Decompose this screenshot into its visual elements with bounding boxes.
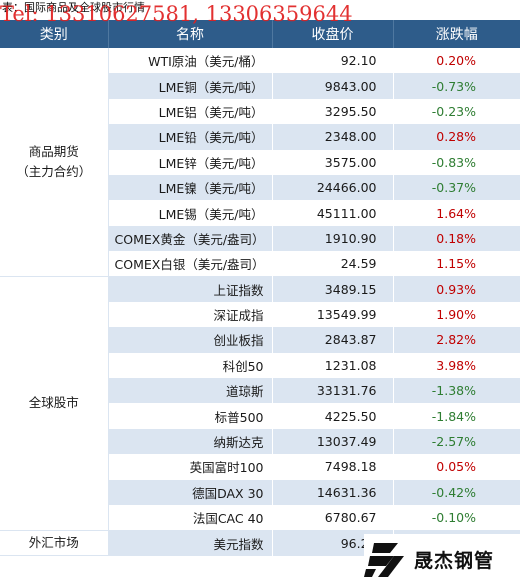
instrument-name: LME铜（美元/吨） [108,73,273,99]
close-price: 24466.00 [272,174,394,201]
table-row: LME铜（美元/吨） 9843.00 -0.73% [0,73,520,99]
table-row: 创业板指 2843.87 2.82% [0,327,520,353]
change-percent: -0.83% [393,149,520,175]
instrument-name: 纳斯达克 [108,428,273,455]
close-price: 33131.76 [272,378,394,404]
close-price: 7498.18 [272,454,394,480]
change-percent: -2.57% [393,428,520,455]
table-row: LME锡（美元/吨） 45111.00 1.64% [0,200,520,226]
table-row: 标普500 4225.50 -1.84% [0,403,520,429]
brand-logo: 晟杰钢管 [364,534,520,584]
table-row: 全球股市 上证指数 3489.15 0.93% [0,276,520,531]
close-price: 14631.36 [272,479,394,506]
group-label-line: （主力合约） [16,164,92,179]
close-price: 92.10 [272,48,394,74]
close-price: 3575.00 [272,149,394,175]
close-price: 9843.00 [272,73,394,99]
instrument-name: 上证指数 [108,276,273,302]
close-price: 1231.08 [272,352,394,379]
change-percent: -1.84% [393,403,520,429]
change-percent: 0.93% [393,276,520,302]
header-name: 名称 [108,20,273,48]
table-row: 德国DAX 30 14631.36 -0.42% [0,479,520,506]
group-label-line: 商品期货 [28,144,79,159]
table-row: 纳斯达克 13037.49 -2.57% [0,428,520,455]
instrument-name: 标普500 [108,403,273,429]
change-percent: 0.18% [393,225,520,252]
market-quotes-table: 类别 名称 收盘价 涨跌幅 商品期货 （主力合约） WTI原油（美元/桶） 92.10… [0,20,520,557]
close-price: 2843.87 [272,327,394,353]
table-row: LME锌（美元/吨） 3575.00 -0.83% [0,149,520,175]
table-caption: 表：国际商品及全球股市行情 [2,1,145,14]
change-percent: 2.82% [393,327,520,353]
instrument-name: LME铅（美元/吨） [108,124,273,150]
change-percent: 1.15% [393,251,520,277]
instrument-name: LME锌（美元/吨） [108,149,273,175]
instrument-name: WTI原油（美元/桶） [108,48,273,74]
close-price: 6780.67 [272,505,394,531]
close-price: 13037.49 [272,428,394,455]
change-percent: -1.38% [393,378,520,404]
instrument-name: LME镍（美元/吨） [108,174,273,201]
header-close: 收盘价 [272,20,394,48]
table-row: LME铝（美元/吨） 3295.50 -0.23% [0,98,520,125]
instrument-name: 科创50 [108,352,273,379]
instrument-name: COMEX白银（美元/盎司） [108,251,273,277]
group-label-line: 全球股市 [28,395,79,411]
table-row: 法国CAC 40 6780.67 -0.10% [0,505,520,531]
close-price: 2348.00 [272,124,394,150]
group-label: 商品期货 （主力合约） [0,48,109,278]
sj-logo-icon [364,543,404,577]
table-row: 英国富时100 7498.18 0.05% [0,454,520,480]
logo-text: 晟杰钢管 [414,549,495,572]
close-price: 3295.50 [272,98,394,125]
table-row: 道琼斯 33131.76 -1.38% [0,378,520,404]
close-price: 24.59 [272,251,394,277]
table-row: LME镍（美元/吨） 24466.00 -0.37% [0,174,520,201]
table-body: 商品期货 （主力合约） WTI原油（美元/桶） 92.10 0.20% LME铜（美元/吨… [0,48,520,557]
table-header-row: 类别 名称 收盘价 涨跌幅 [0,20,520,48]
change-percent: -0.73% [393,73,520,99]
header-category: 类别 [0,20,109,48]
close-price: 4225.50 [272,403,394,429]
change-percent: 0.28% [393,124,520,150]
table-row: COMEX白银（美元/盎司） 24.59 1.15% [0,251,520,277]
change-percent: 0.05% [393,454,520,480]
close-price: 45111.00 [272,200,394,226]
change-percent: -0.23% [393,98,520,125]
change-percent: -0.10% [393,505,520,531]
instrument-name: 创业板指 [108,327,273,353]
header-change: 涨跌幅 [393,20,520,48]
instrument-name: 英国富时100 [108,454,273,480]
close-price: 13549.99 [272,301,394,328]
group-label-line: 外汇市场 [28,535,79,551]
instrument-name: 法国CAC 40 [108,505,273,531]
table-row: COMEX黄金（美元/盎司） 1910.90 0.18% [0,225,520,252]
instrument-name: LME铝（美元/吨） [108,98,273,125]
change-percent: 1.64% [393,200,520,226]
instrument-name: 德国DAX 30 [108,479,273,506]
table-row: 科创50 1231.08 3.98% [0,352,520,379]
table-row: 深证成指 13549.99 1.90% [0,301,520,328]
table-row: 商品期货 （主力合约） WTI原油（美元/桶） 92.10 0.20% [0,48,520,278]
instrument-name: 深证成指 [108,301,273,328]
table-row: LME铅（美元/吨） 2348.00 0.28% [0,124,520,150]
change-percent: -0.37% [393,174,520,201]
close-price: 3489.15 [272,276,394,302]
change-percent: -0.42% [393,479,520,506]
group-label: 外汇市场 [0,529,109,557]
close-price: 1910.90 [272,225,394,252]
change-percent: 0.20% [393,48,520,74]
change-percent: 1.90% [393,301,520,328]
instrument-name: 美元指数 [108,529,273,556]
group-label: 全球股市 [0,276,109,531]
change-percent: 3.98% [393,352,520,379]
instrument-name: LME锡（美元/吨） [108,200,273,226]
instrument-name: 道琼斯 [108,378,273,404]
instrument-name: COMEX黄金（美元/盎司） [108,225,273,252]
